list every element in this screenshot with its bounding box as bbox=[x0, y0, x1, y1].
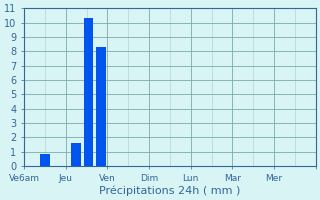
Bar bbox=[84, 18, 93, 166]
Bar bbox=[40, 154, 50, 166]
X-axis label: Précipitations 24h ( mm ): Précipitations 24h ( mm ) bbox=[99, 185, 241, 196]
Bar bbox=[96, 47, 106, 166]
Bar bbox=[71, 143, 81, 166]
